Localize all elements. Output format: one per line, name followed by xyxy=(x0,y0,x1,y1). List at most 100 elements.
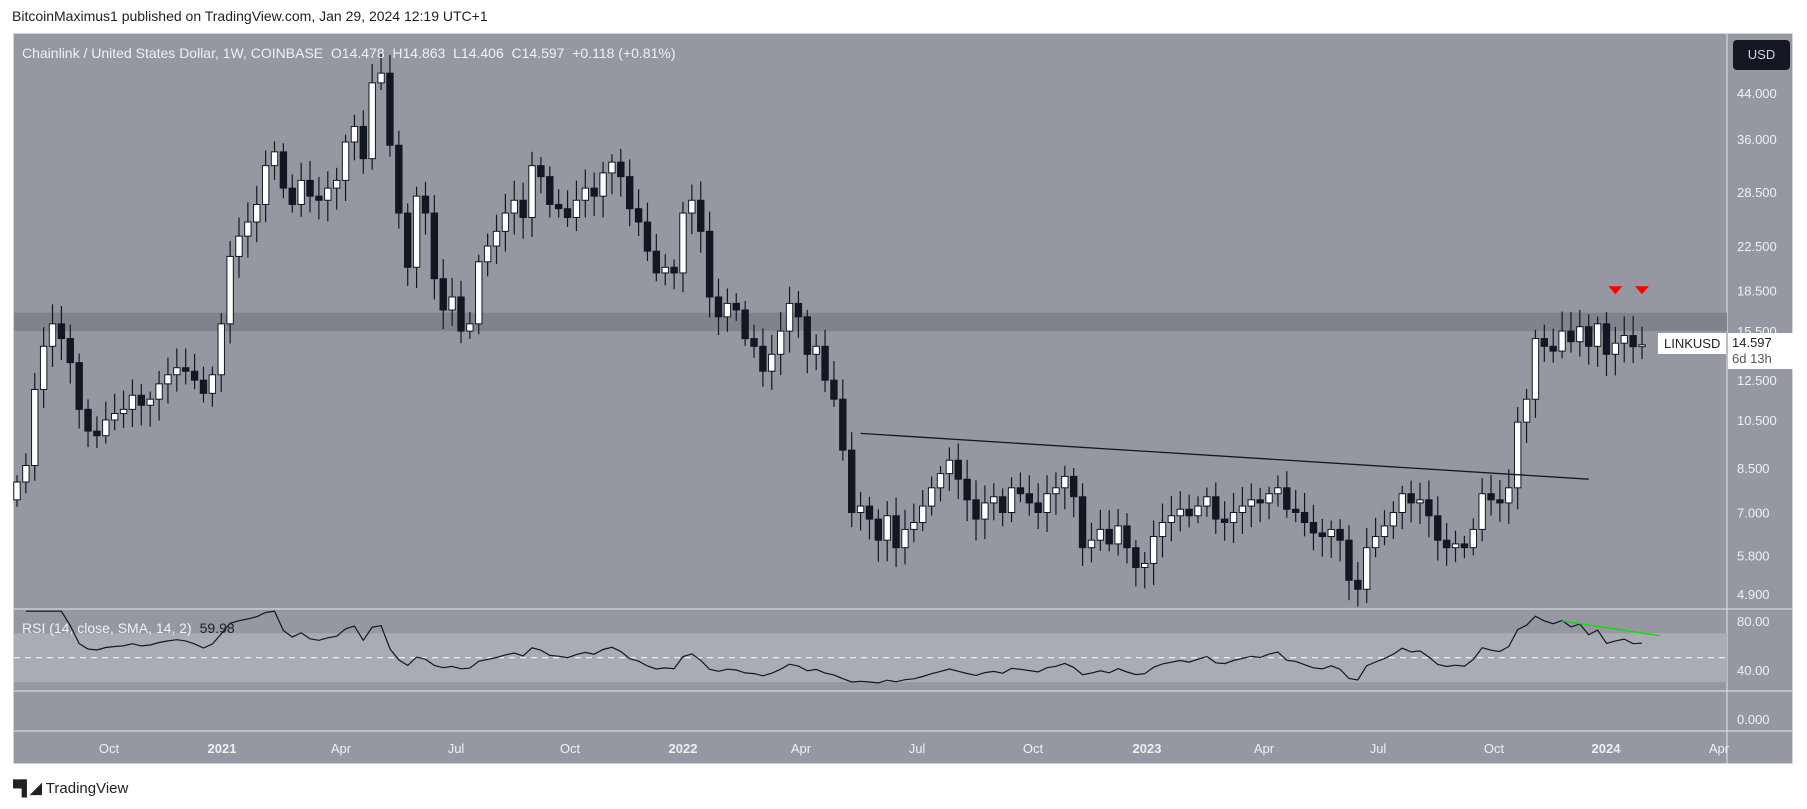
candle-body xyxy=(66,338,74,364)
candle xyxy=(519,182,527,239)
time-tick: Oct xyxy=(1023,741,1044,756)
candle-body xyxy=(332,179,341,189)
candle xyxy=(1247,483,1255,528)
candle xyxy=(324,171,332,222)
candle-body xyxy=(244,221,252,237)
candle xyxy=(279,143,288,199)
candle-body xyxy=(1096,528,1105,541)
candle xyxy=(1274,475,1282,507)
candle-body xyxy=(519,199,527,218)
candle xyxy=(1123,513,1131,564)
last-price-label: 14.597 6d 13h xyxy=(1728,333,1796,369)
candle-body xyxy=(297,179,305,205)
candle xyxy=(1398,485,1406,530)
candle-body xyxy=(1638,344,1646,348)
candle xyxy=(102,401,110,444)
candle xyxy=(554,189,563,218)
candle-body xyxy=(306,179,314,197)
price-tick: 36.000 xyxy=(1737,132,1777,147)
candle-body xyxy=(1593,323,1602,347)
candle xyxy=(1016,472,1025,503)
candle-body xyxy=(723,302,732,318)
candle-body xyxy=(1069,475,1078,498)
tradingview-logo-icon: ▀▌◢ xyxy=(13,780,42,797)
candle xyxy=(430,195,439,300)
candle xyxy=(253,185,261,243)
candle-body xyxy=(1478,493,1486,530)
candle xyxy=(812,334,820,371)
candle-body xyxy=(1318,532,1327,538)
candle-body xyxy=(93,430,101,437)
candle-body xyxy=(705,230,714,298)
price-tick: 44.000 xyxy=(1737,86,1777,101)
candle-body xyxy=(954,459,962,480)
candle xyxy=(563,190,572,227)
candle xyxy=(1478,478,1486,542)
candle xyxy=(821,329,829,393)
candle-body xyxy=(110,413,119,421)
candle-body xyxy=(528,165,536,218)
currency-button[interactable]: USD xyxy=(1733,40,1790,70)
candle xyxy=(128,379,137,428)
candle-body xyxy=(235,235,243,257)
candle xyxy=(856,491,865,531)
candle-body xyxy=(492,230,501,247)
candle-body xyxy=(1247,499,1255,507)
price-tick: 12.500 xyxy=(1737,373,1777,388)
low-value: L14.406 xyxy=(453,45,504,61)
candle-body xyxy=(1149,536,1158,564)
candle xyxy=(119,390,128,428)
candle xyxy=(173,348,181,392)
candle xyxy=(199,366,208,403)
candle-body xyxy=(1300,511,1309,523)
candle-body xyxy=(1469,528,1477,549)
candle-body xyxy=(927,487,936,507)
candle xyxy=(261,150,270,223)
candle xyxy=(732,293,740,321)
candle-body xyxy=(768,353,776,372)
price-tick: 22.500 xyxy=(1737,239,1777,254)
candle xyxy=(865,496,874,540)
tradingview-logo[interactable]: ▀▌◢ TradingView xyxy=(13,779,128,798)
candle xyxy=(1602,312,1611,376)
candle-body xyxy=(1416,499,1424,504)
candle xyxy=(1158,503,1167,558)
candle-body xyxy=(1611,342,1620,355)
candle xyxy=(528,151,536,238)
candle xyxy=(794,291,803,338)
candle xyxy=(1167,496,1176,542)
candle xyxy=(475,254,483,335)
candle xyxy=(359,110,368,174)
candle-body xyxy=(1105,528,1113,545)
candle xyxy=(164,357,172,404)
candle-body xyxy=(288,187,296,205)
candle xyxy=(110,393,119,431)
candle-body xyxy=(919,505,927,523)
candle-body xyxy=(1034,502,1042,513)
candle xyxy=(1354,561,1362,607)
candle xyxy=(759,328,767,387)
candle xyxy=(1496,480,1504,522)
candle xyxy=(270,141,279,180)
candle xyxy=(830,361,838,407)
candle xyxy=(448,277,456,326)
time-tick: Oct xyxy=(99,741,120,756)
candle-body xyxy=(1158,521,1167,538)
candle-body xyxy=(1176,508,1184,517)
candle xyxy=(670,259,678,290)
candle xyxy=(1220,501,1229,541)
candle-body xyxy=(1141,562,1149,569)
candle-body xyxy=(1620,335,1628,344)
candle-body xyxy=(563,208,572,218)
candle xyxy=(785,286,794,353)
candle-body xyxy=(48,323,57,347)
candle xyxy=(768,334,776,390)
high-value: H14.863 xyxy=(392,45,446,61)
candle xyxy=(741,301,749,346)
candle xyxy=(1132,540,1140,587)
candle-body xyxy=(1567,330,1575,343)
publisher-line: BitcoinMaximus1 published on TradingView… xyxy=(12,8,488,24)
price-tick: 28.500 xyxy=(1737,185,1777,200)
candle xyxy=(1407,480,1415,523)
